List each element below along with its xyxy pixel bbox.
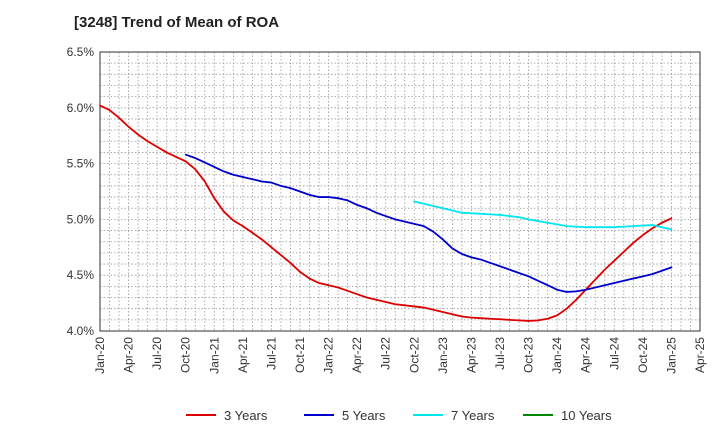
x-tick-label: Apr-22 xyxy=(350,337,364,373)
y-tick-label: 4.5% xyxy=(67,268,95,282)
plot-border xyxy=(99,51,701,332)
x-tick-label: Oct-22 xyxy=(407,337,421,373)
y-tick-label: 6.0% xyxy=(67,101,95,115)
x-tick-label: Jan-23 xyxy=(436,337,450,374)
vertical-gridlines xyxy=(109,52,691,331)
x-tick-label: Apr-20 xyxy=(122,337,136,373)
series-lines xyxy=(99,104,673,322)
x-tick-label: Jan-24 xyxy=(550,337,564,374)
series-line-5-years xyxy=(184,153,673,293)
y-axis-tick-labels: 4.0% 4.5% 5.0% 5.5% 6.0% 6.5% xyxy=(67,45,95,338)
series-line-3-years xyxy=(99,104,673,322)
x-tick-label: Jan-25 xyxy=(664,337,678,374)
legend-label: 7 Years xyxy=(451,408,495,423)
chart-title: [3248] Trend of Mean of ROA xyxy=(74,14,280,31)
x-axis-tick-labels: Jan-20 Apr-20 Jul-20 Oct-20 Jan-21 Apr-21 Jul-… xyxy=(93,337,707,374)
y-tick-label: 4.0% xyxy=(67,324,95,338)
x-tick-label: Jan-21 xyxy=(207,337,221,374)
legend-label: 3 Years xyxy=(224,408,268,423)
series-line-7-years xyxy=(413,200,673,231)
x-tick-label: Oct-21 xyxy=(293,337,307,373)
x-tick-label: Apr-24 xyxy=(579,337,593,373)
x-tick-label: Jan-20 xyxy=(93,337,107,374)
y-tick-label: 5.5% xyxy=(67,157,95,171)
x-tick-label: Jul-24 xyxy=(607,337,621,370)
x-tick-label: Apr-21 xyxy=(236,337,250,373)
legend-label: 5 Years xyxy=(342,408,386,423)
x-tick-label: Jan-22 xyxy=(322,337,336,374)
legend-label: 10 Years xyxy=(561,408,612,423)
x-tick-label: Apr-25 xyxy=(693,337,707,373)
x-tick-label: Jul-21 xyxy=(264,337,278,370)
x-tick-label: Oct-24 xyxy=(636,337,650,373)
legend: 3 Years 5 Years 7 Years 10 Years xyxy=(186,408,612,423)
x-tick-label: Jul-22 xyxy=(379,337,393,370)
x-tick-label: Oct-20 xyxy=(179,337,193,373)
y-tick-label: 6.5% xyxy=(67,45,95,59)
x-tick-label: Jul-20 xyxy=(150,337,164,370)
x-tick-label: Oct-23 xyxy=(522,337,536,373)
y-tick-label: 5.0% xyxy=(67,212,95,226)
x-tick-label: Jul-23 xyxy=(493,337,507,370)
x-tick-label: Apr-23 xyxy=(464,337,478,373)
plot-area xyxy=(100,52,700,331)
